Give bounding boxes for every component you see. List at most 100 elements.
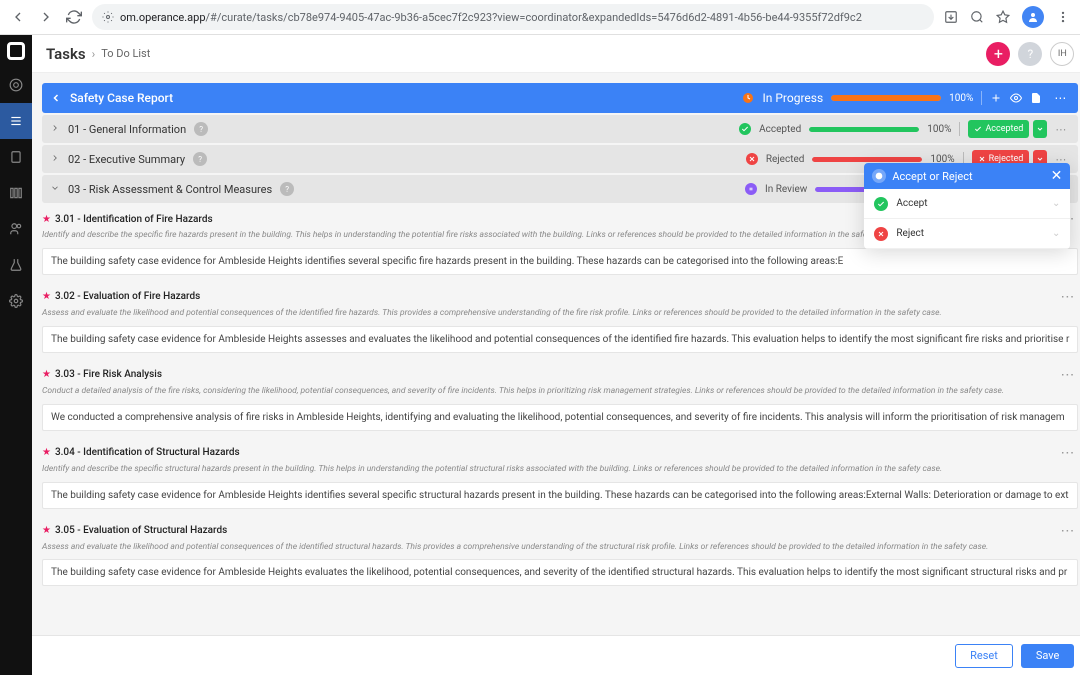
user-avatar-button[interactable]: IH bbox=[1050, 42, 1074, 66]
section-action-button[interactable]: Accepted bbox=[968, 120, 1029, 138]
report-more-icon[interactable]: ⋯ bbox=[1050, 91, 1070, 105]
section-status-icon bbox=[746, 153, 758, 165]
item-bullet-icon: ★ bbox=[42, 214, 51, 225]
sidebar-item-labs[interactable] bbox=[0, 247, 32, 283]
view-icon[interactable] bbox=[1010, 92, 1022, 104]
save-button[interactable]: Save bbox=[1021, 644, 1075, 668]
section-progress-bar bbox=[812, 157, 922, 162]
app-header: Tasks › To Do List + ? IH bbox=[32, 35, 1080, 73]
site-info-icon bbox=[102, 11, 114, 23]
popup-option-icon bbox=[874, 227, 888, 241]
install-icon[interactable] bbox=[944, 10, 958, 24]
reset-button[interactable]: Reset bbox=[955, 644, 1013, 668]
report-progress-bar bbox=[831, 95, 941, 101]
footer: Reset Save bbox=[32, 635, 1080, 675]
section-expand-icon[interactable] bbox=[50, 123, 60, 136]
sidebar-item-files[interactable] bbox=[0, 139, 32, 175]
item-description: Conduct a detailed analysis of the fire … bbox=[42, 386, 1078, 398]
section-percent: 100% bbox=[927, 124, 951, 135]
item-content[interactable]: The building safety case evidence for Am… bbox=[42, 559, 1078, 586]
section-row[interactable]: 01 - General Information ? Accepted 100%… bbox=[42, 115, 1078, 143]
item: ★ 3.03 - Fire Risk Analysis ⋯ Conduct a … bbox=[42, 367, 1078, 431]
sidebar-item-library[interactable] bbox=[0, 175, 32, 211]
item-content[interactable]: The building safety case evidence for Am… bbox=[42, 248, 1078, 275]
browser-actions bbox=[944, 6, 1070, 28]
report-status-text: In Progress bbox=[762, 91, 823, 105]
browser-chrome: om.operance.app/#/curate/tasks/cb78e974-… bbox=[0, 0, 1080, 35]
browser-nav bbox=[10, 9, 82, 25]
popup-option[interactable]: Accept ⌄ bbox=[864, 189, 1070, 219]
item-title: 3.03 - Fire Risk Analysis bbox=[55, 369, 162, 380]
item-description: Assess and evaluate the likelihood and p… bbox=[42, 542, 1078, 554]
item-title: 3.05 - Evaluation of Structural Hazards bbox=[55, 525, 227, 536]
section-status-text: Accepted bbox=[759, 124, 801, 135]
reload-icon[interactable] bbox=[66, 9, 82, 25]
breadcrumb-item: To Do List bbox=[101, 47, 150, 60]
section-help-badge[interactable]: ? bbox=[194, 122, 208, 136]
section-title: 01 - General Information bbox=[68, 123, 186, 136]
url-bar[interactable]: om.operance.app/#/curate/tasks/cb78e974-… bbox=[92, 4, 934, 30]
item-title: 3.01 - Identification of Fire Hazards bbox=[55, 214, 213, 225]
report-back-button[interactable] bbox=[50, 92, 62, 104]
sidebar-item-users[interactable] bbox=[0, 211, 32, 247]
popup-option-label: Reject bbox=[896, 228, 924, 239]
item-bullet-icon: ★ bbox=[42, 291, 51, 302]
item-bullet-icon: ★ bbox=[42, 369, 51, 380]
item-content[interactable]: The building safety case evidence for Am… bbox=[42, 326, 1078, 353]
sidebar-item-tasks[interactable] bbox=[0, 103, 32, 139]
search-icon[interactable] bbox=[970, 10, 984, 24]
left-sidebar bbox=[0, 35, 32, 675]
popup-header-icon bbox=[872, 169, 886, 183]
sidebar-item-settings[interactable] bbox=[0, 283, 32, 319]
star-icon[interactable] bbox=[996, 10, 1010, 24]
item: ★ 3.05 - Evaluation of Structural Hazard… bbox=[42, 523, 1078, 587]
chevron-down-icon: ⌄ bbox=[1052, 228, 1060, 239]
item-content[interactable]: We conducted a comprehensive analysis of… bbox=[42, 404, 1078, 431]
item-more-icon[interactable]: ⋯ bbox=[1060, 445, 1078, 461]
section-expand-icon[interactable] bbox=[50, 183, 60, 196]
item-bullet-icon: ★ bbox=[42, 525, 51, 536]
popup-option[interactable]: Reject ⌄ bbox=[864, 219, 1070, 249]
section-status-icon bbox=[745, 183, 757, 195]
popup-header: Accept or Reject ✕ bbox=[864, 163, 1070, 189]
section-action-chevron[interactable] bbox=[1033, 120, 1047, 138]
browser-menu-icon[interactable] bbox=[1056, 10, 1070, 24]
expand-icon[interactable] bbox=[990, 92, 1002, 104]
item-title: 3.04 - Identification of Structural Haza… bbox=[55, 447, 240, 458]
back-icon[interactable] bbox=[10, 9, 26, 25]
sidebar-item-dashboard[interactable] bbox=[0, 67, 32, 103]
report-percent: 100% bbox=[949, 93, 973, 104]
popup-option-label: Accept bbox=[896, 198, 927, 209]
section-status-text: Rejected bbox=[766, 154, 805, 165]
app-logo[interactable] bbox=[0, 35, 32, 67]
section-help-badge[interactable]: ? bbox=[280, 182, 294, 196]
item-more-icon[interactable]: ⋯ bbox=[1060, 523, 1078, 539]
item: ★ 3.02 - Evaluation of Fire Hazards ⋯ As… bbox=[42, 289, 1078, 353]
accept-reject-popup: Accept or Reject ✕ Accept ⌄ Reject ⌄ bbox=[864, 163, 1070, 249]
item-more-icon[interactable]: ⋯ bbox=[1060, 367, 1078, 383]
breadcrumb-separator: › bbox=[92, 47, 96, 61]
item-more-icon[interactable]: ⋯ bbox=[1060, 289, 1078, 305]
item-title: 3.02 - Evaluation of Fire Hazards bbox=[55, 291, 200, 302]
section-progress-bar bbox=[809, 127, 919, 132]
item-bullet-icon: ★ bbox=[42, 447, 51, 458]
url-domain: om.operance.app bbox=[120, 11, 206, 24]
item: ★ 3.04 - Identification of Structural Ha… bbox=[42, 445, 1078, 509]
section-status-text: In Review bbox=[765, 184, 807, 195]
item-content[interactable]: The building safety case evidence for Am… bbox=[42, 482, 1078, 509]
section-expand-icon[interactable] bbox=[50, 153, 60, 166]
page-title: Tasks bbox=[46, 45, 86, 63]
chevron-down-icon: ⌄ bbox=[1052, 198, 1060, 209]
report-header: Safety Case Report In Progress 100% ⋯ bbox=[42, 83, 1078, 113]
browser-profile-icon[interactable] bbox=[1022, 6, 1044, 28]
help-button[interactable]: ? bbox=[1018, 42, 1042, 66]
clock-icon bbox=[742, 92, 754, 104]
forward-icon[interactable] bbox=[38, 9, 54, 25]
section-more-icon[interactable]: ⋯ bbox=[1051, 123, 1070, 136]
add-button[interactable]: + bbox=[986, 42, 1010, 66]
export-icon[interactable] bbox=[1030, 92, 1042, 104]
section-help-badge[interactable]: ? bbox=[193, 152, 207, 166]
popup-option-icon bbox=[874, 197, 888, 211]
section-title: 03 - Risk Assessment & Control Measures bbox=[68, 183, 272, 196]
popup-close-button[interactable]: ✕ bbox=[1051, 168, 1063, 184]
